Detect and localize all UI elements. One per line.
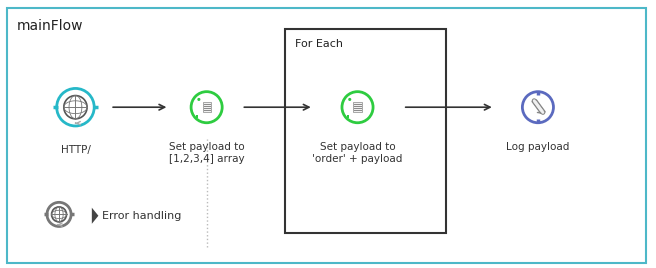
Text: Set payload to
[1,2,3,4] array: Set payload to [1,2,3,4] array xyxy=(169,142,245,164)
FancyBboxPatch shape xyxy=(285,29,446,233)
FancyBboxPatch shape xyxy=(347,116,349,118)
Polygon shape xyxy=(92,208,98,224)
Ellipse shape xyxy=(64,96,87,119)
Text: mainFlow: mainFlow xyxy=(16,19,83,33)
FancyBboxPatch shape xyxy=(7,8,646,263)
Text: For Each: For Each xyxy=(295,39,343,49)
Text: Set payload to
'order' + payload: Set payload to 'order' + payload xyxy=(312,142,403,164)
Text: Error handling: Error handling xyxy=(102,211,181,221)
FancyBboxPatch shape xyxy=(196,116,198,118)
Ellipse shape xyxy=(348,98,352,101)
Text: HTTP/: HTTP/ xyxy=(60,145,91,155)
Ellipse shape xyxy=(191,92,222,123)
Ellipse shape xyxy=(342,92,373,123)
FancyBboxPatch shape xyxy=(354,102,361,112)
Text: Log payload: Log payload xyxy=(506,142,569,151)
FancyBboxPatch shape xyxy=(203,102,211,112)
Polygon shape xyxy=(537,112,545,113)
Polygon shape xyxy=(532,100,545,113)
Ellipse shape xyxy=(522,92,554,123)
Ellipse shape xyxy=(52,207,66,222)
Ellipse shape xyxy=(197,98,201,101)
